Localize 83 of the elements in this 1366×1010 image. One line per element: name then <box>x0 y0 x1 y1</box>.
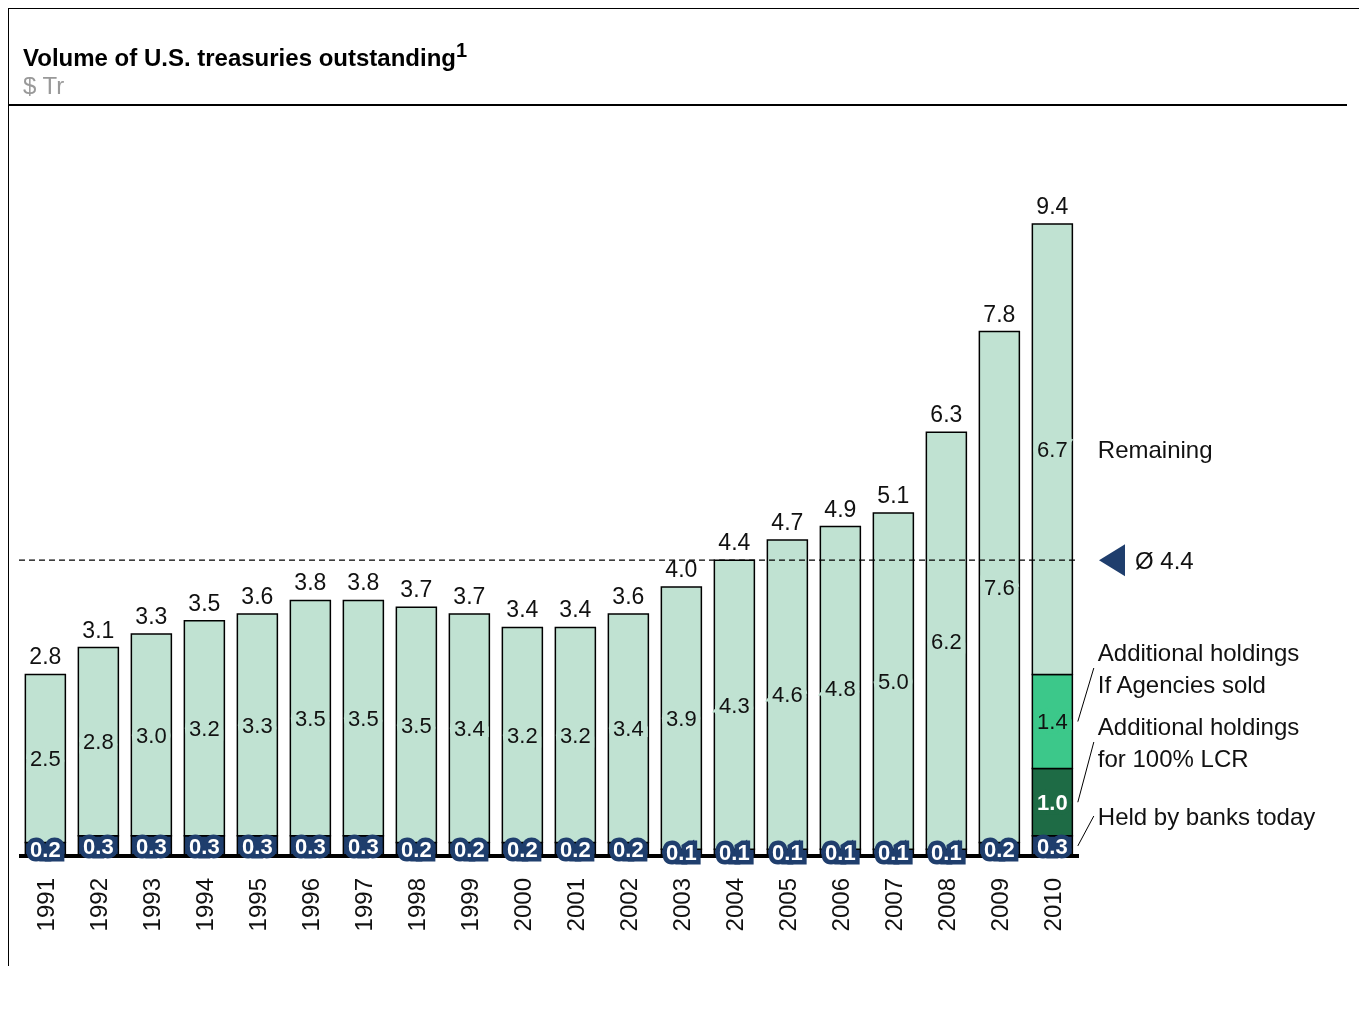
data-label: 1.4 <box>1037 709 1068 735</box>
data-label: 7.6 <box>984 574 1015 600</box>
legend-label: Held by banks today <box>1097 802 1316 830</box>
data-label: 4.6 <box>772 682 803 708</box>
x-tick-label: 1996 <box>297 878 324 932</box>
data-label: 0.3 <box>189 833 220 859</box>
x-tick-label: 2001 <box>562 878 589 932</box>
total-label: 6.3 <box>930 401 963 428</box>
total-label: 4.7 <box>771 508 804 535</box>
total-label: 5.1 <box>877 482 910 509</box>
series-label: Remaining <box>1097 435 1213 463</box>
total-label: 3.1 <box>82 616 115 643</box>
total-label: 3.8 <box>294 569 327 596</box>
total-label: 4.0 <box>665 556 698 583</box>
data-label: 3.3 <box>242 712 273 738</box>
x-tick-label: 2007 <box>880 878 907 932</box>
data-label: 0.2 <box>613 837 644 863</box>
data-label: 3.4 <box>454 716 485 742</box>
total-label: 3.7 <box>453 582 486 609</box>
x-tick-label: 1999 <box>456 878 483 932</box>
total-label: 7.8 <box>983 300 1016 327</box>
total-label: 3.4 <box>559 596 592 623</box>
data-label: 3.0 <box>136 722 167 748</box>
total-label: 9.4 <box>1036 192 1069 219</box>
data-label: 4.8 <box>825 675 856 701</box>
data-label: 3.2 <box>507 722 538 748</box>
x-tick-label: 1992 <box>85 878 112 932</box>
x-tick-label: 2006 <box>827 878 854 932</box>
x-tick-label: 2008 <box>933 878 960 932</box>
data-label: 0.3 <box>1037 833 1068 859</box>
total-label: 3.5 <box>188 589 221 616</box>
total-label: 2.8 <box>29 643 62 670</box>
data-label: 3.5 <box>295 705 326 731</box>
x-tick-label: 1991 <box>32 878 59 932</box>
total-label: 3.8 <box>347 569 380 596</box>
x-tick-label: 2000 <box>509 878 536 932</box>
total-label: 4.9 <box>824 495 857 522</box>
total-label: 3.6 <box>241 582 274 609</box>
ref-line-label: Ø 4.4 <box>1135 546 1194 574</box>
total-label: 3.7 <box>400 576 433 603</box>
data-label: 0.2 <box>507 837 538 863</box>
data-label: 0.2 <box>454 837 485 863</box>
data-label: 3.9 <box>666 705 697 731</box>
x-tick-label: 1998 <box>403 878 430 932</box>
data-label: 6.7 <box>1037 437 1068 462</box>
data-label: 0.2 <box>560 837 591 863</box>
total-label: 3.3 <box>135 603 168 630</box>
data-label: 0.3 <box>242 833 273 859</box>
data-label: 1.0 <box>1037 790 1068 816</box>
total-label: 3.6 <box>612 582 645 609</box>
data-label: 3.2 <box>189 716 220 742</box>
x-tick-label: 1997 <box>350 878 377 932</box>
data-label: 0.3 <box>295 833 326 859</box>
data-label: 2.8 <box>83 729 114 755</box>
series-label: Additional holdings If Agencies sold <box>1097 638 1300 698</box>
x-tick-label: 1995 <box>244 878 271 932</box>
x-tick-label: 2010 <box>1039 878 1066 932</box>
data-label: 0.2 <box>401 837 432 863</box>
data-label: 6.2 <box>931 628 962 654</box>
data-label: 0.3 <box>348 833 379 859</box>
total-label: 3.4 <box>506 596 539 623</box>
data-label: 0.2 <box>984 837 1015 863</box>
data-label: 3.5 <box>348 705 379 731</box>
x-tick-label: 2004 <box>721 878 748 932</box>
chart-title: Volume of U.S. treasuries outstanding$^{1}$ <box>23 39 469 72</box>
data-label: 2.5 <box>30 746 61 772</box>
data-label: 0.2 <box>30 837 61 863</box>
x-tick-label: 2003 <box>668 878 695 932</box>
data-label: 5.0 <box>878 668 909 694</box>
x-tick-label: 2002 <box>615 878 642 932</box>
series-label: Additional holdings for 100% LCR <box>1097 712 1300 772</box>
data-label: 0.3 <box>83 833 114 859</box>
data-label: 0.3 <box>136 833 167 859</box>
data-label: 3.5 <box>401 712 432 738</box>
data-label: 4.3 <box>719 692 750 718</box>
x-tick-label: 2005 <box>774 878 801 932</box>
chart-subtitle: $ Tr <box>23 72 66 100</box>
x-tick-label: 2009 <box>986 878 1013 932</box>
x-tick-label: 1994 <box>191 878 218 932</box>
data-label: 3.2 <box>560 722 591 748</box>
data-label: 3.4 <box>613 716 644 742</box>
x-tick-label: 1993 <box>138 878 165 932</box>
total-label: 4.4 <box>718 529 751 556</box>
